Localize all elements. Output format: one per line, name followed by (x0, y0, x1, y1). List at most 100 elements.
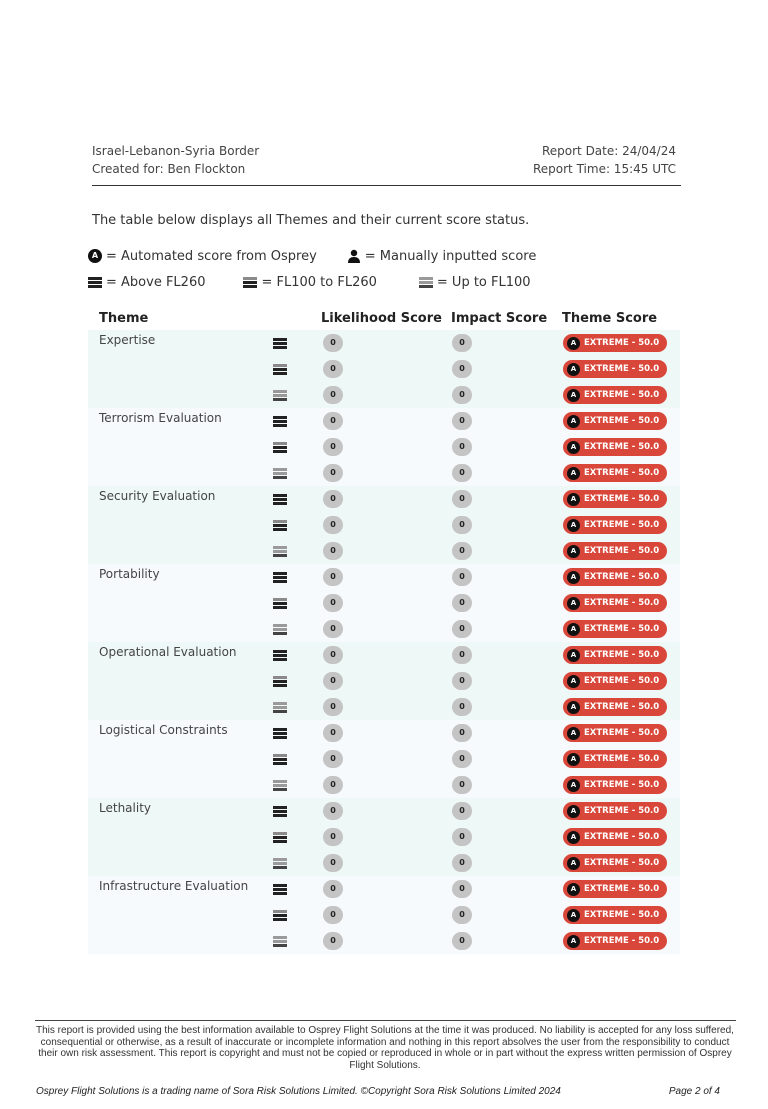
flight-level-above-icon (273, 728, 287, 739)
impact-score: 0 (452, 828, 472, 846)
impact-score: 0 (452, 776, 472, 794)
impact-score: 0 (452, 412, 472, 430)
impact-score: 0 (452, 672, 472, 690)
theme-group: Portability 0 0 A EXTREME - 50.0 0 0 A EXTREME -… (88, 564, 680, 642)
flight-level-above-icon (273, 806, 287, 817)
theme-score-badge: A EXTREME - 50.0 (563, 828, 667, 846)
person-icon (347, 249, 360, 263)
automated-badge-icon: A (567, 648, 580, 662)
theme-score-text: EXTREME - 50.0 (584, 858, 660, 868)
automated-badge-icon: A (567, 934, 580, 948)
theme-score-badge: A EXTREME - 50.0 (563, 542, 667, 560)
report-date: Report Date: 24/04/24 (541, 144, 676, 158)
legend-up-to-fl100: = Up to FL100 (418, 274, 531, 290)
table-row: 0 0 A EXTREME - 50.0 (88, 616, 680, 642)
flight-level-mid-icon (273, 676, 287, 687)
theme-score-badge: A EXTREME - 50.0 (563, 724, 667, 742)
table-row: 0 0 A EXTREME - 50.0 (88, 850, 680, 876)
flight-level-low-icon (273, 858, 287, 869)
theme-score-text: EXTREME - 50.0 (584, 442, 660, 452)
likelihood-score: 0 (323, 880, 343, 898)
likelihood-score: 0 (323, 646, 343, 664)
theme-score-badge: A EXTREME - 50.0 (563, 412, 667, 430)
header-impact: Impact Score (451, 311, 548, 326)
legend-mid-label: = FL100 to FL260 (261, 274, 377, 290)
automated-badge-icon: A (567, 700, 580, 714)
theme-group: Lethality 0 0 A EXTREME - 50.0 0 0 A EXTREME - 5… (88, 798, 680, 876)
likelihood-score: 0 (323, 828, 343, 846)
impact-score: 0 (452, 750, 472, 768)
legend-above-fl260: = Above FL260 (88, 275, 205, 290)
theme-score-text: EXTREME - 50.0 (584, 572, 660, 582)
intro-text: The table below displays all Themes and … (92, 213, 530, 228)
theme-group: Terrorism Evaluation 0 0 A EXTREME - 50.0 0 0 A… (88, 408, 680, 486)
impact-score: 0 (452, 594, 472, 612)
theme-name: Operational Evaluation (99, 645, 237, 659)
flight-level-low-icon (273, 780, 287, 791)
theme-group: Security Evaluation 0 0 A EXTREME - 50.0 0 0 A E… (88, 486, 680, 564)
automated-badge-icon: A (567, 466, 580, 480)
theme-score-badge: A EXTREME - 50.0 (563, 672, 667, 690)
automated-badge-icon: A (567, 414, 580, 428)
theme-score-badge: A EXTREME - 50.0 (563, 854, 667, 872)
table-row: 0 0 A EXTREME - 50.0 (88, 668, 680, 694)
flight-level-above-icon (273, 572, 287, 583)
table-row: 0 0 A EXTREME - 50.0 (88, 564, 680, 590)
automated-badge-icon: A (567, 336, 580, 350)
table-row: 0 0 A EXTREME - 50.0 (88, 746, 680, 772)
table-row: 0 0 A EXTREME - 50.0 (88, 356, 680, 382)
theme-score-text: EXTREME - 50.0 (584, 338, 660, 348)
flight-level-above-icon (273, 494, 287, 505)
automated-badge-icon: A (567, 388, 580, 402)
flight-level-mid-icon (273, 832, 287, 843)
likelihood-score: 0 (323, 594, 343, 612)
legend-flight-levels: = Above FL260 = FL100 to FL260 = Up to F… (88, 273, 531, 291)
table-row: 0 0 A EXTREME - 50.0 (88, 590, 680, 616)
likelihood-score: 0 (323, 490, 343, 508)
flight-level-low-icon (273, 390, 287, 401)
likelihood-score: 0 (323, 802, 343, 820)
theme-score-badge: A EXTREME - 50.0 (563, 776, 667, 794)
theme-score-badge: A EXTREME - 50.0 (563, 490, 667, 508)
likelihood-score: 0 (323, 464, 343, 482)
page-number: Page 2 of 4 (668, 1086, 720, 1097)
copyright-text: Osprey Flight Solutions is a trading nam… (36, 1086, 561, 1097)
report-time: Report Time: 15:45 UTC (532, 162, 676, 176)
header-right: Report Date: 24/04/24 Report Time: 15:45… (533, 142, 676, 178)
impact-score: 0 (452, 464, 472, 482)
likelihood-score: 0 (323, 412, 343, 430)
flight-level-above-icon (273, 416, 287, 427)
theme-name: Logistical Constraints (99, 723, 228, 737)
automated-badge-icon: A (567, 908, 580, 922)
table-row: 0 0 A EXTREME - 50.0 (88, 876, 680, 902)
likelihood-score: 0 (323, 334, 343, 352)
impact-score: 0 (452, 360, 472, 378)
table-row: 0 0 A EXTREME - 50.0 (88, 824, 680, 850)
impact-score: 0 (452, 906, 472, 924)
legend-low-label: = Up to FL100 (436, 274, 531, 290)
table-row: 0 0 A EXTREME - 50.0 (88, 642, 680, 668)
header-left: Israel-Lebanon-Syria Border Created for:… (92, 142, 259, 178)
table-row: 0 0 A EXTREME - 50.0 (88, 720, 680, 746)
automated-badge-icon: A (567, 804, 580, 818)
automated-badge-icon: A (567, 726, 580, 740)
automated-badge-icon: A (567, 440, 580, 454)
theme-score-text: EXTREME - 50.0 (584, 546, 660, 556)
theme-name: Portability (99, 567, 160, 581)
legend-fl100-fl260: = FL100 to FL260 (243, 274, 377, 290)
automated-badge-icon: A (567, 570, 580, 584)
impact-score: 0 (452, 854, 472, 872)
table-body: Expertise 0 0 A EXTREME - 50.0 0 0 A EXTREME - 5… (88, 330, 680, 954)
automated-badge-icon: A (567, 596, 580, 610)
likelihood-score: 0 (323, 724, 343, 742)
automated-badge-icon: A (567, 518, 580, 532)
flight-level-mid-icon (273, 364, 287, 375)
flight-level-mid-icon (273, 754, 287, 765)
flight-level-mid-icon (273, 520, 287, 531)
automated-badge-icon: A (567, 362, 580, 376)
automated-badge-icon: A (567, 622, 580, 636)
theme-score-text: EXTREME - 50.0 (584, 494, 660, 504)
likelihood-score: 0 (323, 516, 343, 534)
likelihood-score: 0 (323, 542, 343, 560)
flight-level-mid-icon (273, 598, 287, 609)
